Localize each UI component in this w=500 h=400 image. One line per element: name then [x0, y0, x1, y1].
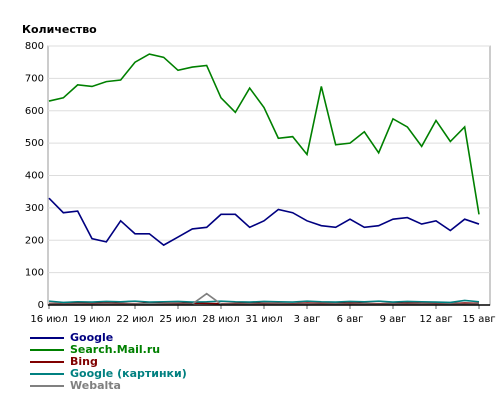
x-tick-label: 28 июл: [202, 314, 239, 325]
x-tick-label: 16 июл: [30, 314, 67, 325]
chart-title: Количество: [22, 23, 97, 36]
y-tick-label: 800: [25, 41, 44, 52]
series-line: [48, 53, 480, 215]
x-tick-label: 15 авг: [462, 314, 495, 325]
series-line: [48, 197, 480, 247]
legend-label: Google: [70, 331, 113, 344]
x-tick-label: 3 авг: [294, 314, 321, 325]
series-line: [48, 302, 480, 305]
x-tick-label: 12 авг: [419, 314, 452, 325]
y-tick-label: 400: [25, 171, 44, 182]
y-tick-label: 300: [25, 203, 44, 214]
y-tick-label: 500: [25, 138, 44, 149]
legend-label: Webalta: [70, 379, 121, 392]
legend-label: Google (картинки): [70, 367, 187, 380]
series-line: [48, 299, 480, 304]
y-tick-label: 100: [25, 268, 44, 279]
y-tick-label: 0: [38, 300, 44, 311]
x-tick-label: 9 авг: [380, 314, 407, 325]
x-tick-label: 31 июл: [245, 314, 282, 325]
x-tick-label: 22 июл: [116, 314, 153, 325]
y-tick-label: 600: [25, 106, 44, 117]
x-tick-label: 6 авг: [337, 314, 364, 325]
x-tick-label: 25 июл: [159, 314, 196, 325]
y-tick-label: 200: [25, 235, 44, 246]
y-tick-label: 700: [25, 73, 44, 84]
x-tick-label: 19 июл: [73, 314, 110, 325]
legend-label: Bing: [70, 355, 98, 368]
legend-label: Search.Mail.ru: [70, 343, 160, 356]
